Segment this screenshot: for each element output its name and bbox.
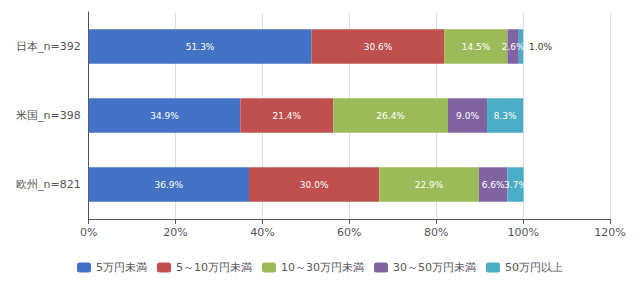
svg-text:日本_n=392: 日本_n=392: [16, 40, 81, 53]
svg-text:22.9%: 22.9%: [415, 180, 444, 190]
svg-text:30.0%: 30.0%: [300, 180, 329, 190]
svg-text:80%: 80%: [424, 226, 448, 239]
svg-text:34.9%: 34.9%: [150, 111, 179, 121]
svg-text:8.3%: 8.3%: [494, 111, 517, 121]
svg-text:51.3%: 51.3%: [186, 42, 215, 52]
svg-text:9.0%: 9.0%: [456, 111, 479, 121]
svg-text:26.4%: 26.4%: [376, 111, 405, 121]
svg-text:40%: 40%: [250, 226, 274, 239]
svg-text:米国_n=398: 米国_n=398: [16, 109, 81, 122]
svg-text:2.6%: 2.6%: [502, 42, 525, 52]
svg-text:0%: 0%: [80, 226, 97, 239]
svg-text:20%: 20%: [163, 226, 187, 239]
svg-text:30.6%: 30.6%: [364, 42, 393, 52]
svg-text:5～10万円未満: 5～10万円未満: [176, 261, 252, 274]
svg-text:50万円以上: 50万円以上: [505, 261, 563, 274]
svg-text:60%: 60%: [337, 226, 361, 239]
svg-text:6.6%: 6.6%: [482, 180, 505, 190]
svg-text:10～30万円未満: 10～30万円未満: [281, 261, 364, 274]
svg-text:1.0%: 1.0%: [529, 42, 552, 52]
svg-text:36.9%: 36.9%: [155, 180, 184, 190]
svg-text:21.4%: 21.4%: [272, 111, 301, 121]
svg-text:14.5%: 14.5%: [462, 42, 491, 52]
svg-text:3.7%: 3.7%: [504, 180, 527, 190]
svg-text:100%: 100%: [507, 226, 538, 239]
svg-text:120%: 120%: [594, 226, 625, 239]
svg-text:30～50万円未満: 30～50万円未満: [393, 261, 476, 274]
svg-text:5万円未満: 5万円未満: [96, 261, 147, 274]
svg-text:欧州_n=821: 欧州_n=821: [16, 178, 81, 191]
